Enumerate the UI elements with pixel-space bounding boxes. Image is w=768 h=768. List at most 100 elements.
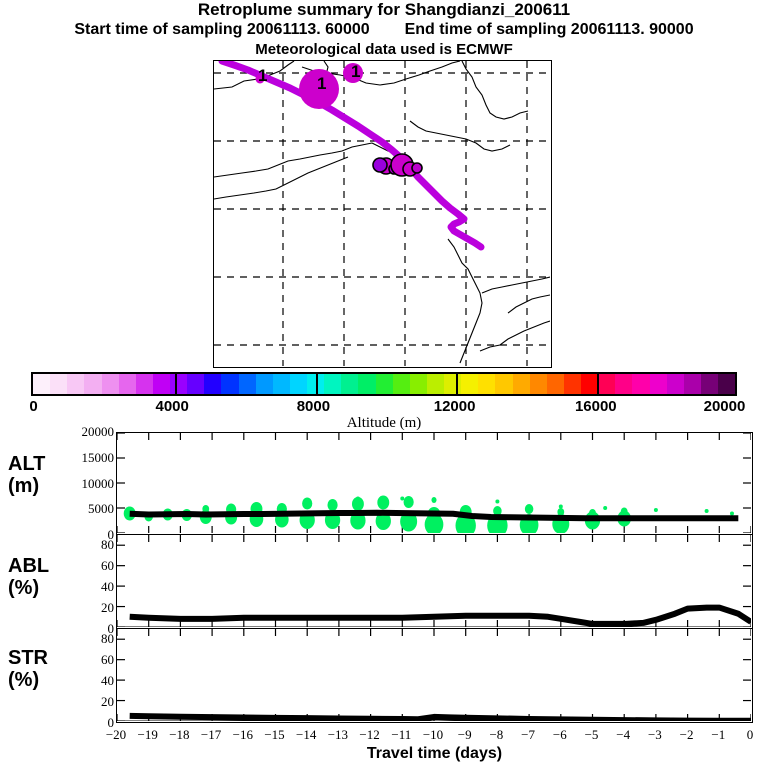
x-axis-tick-label: −12 [359, 727, 380, 742]
colorbar-segment [632, 374, 650, 394]
colorbar-segment [341, 374, 359, 394]
altitude-plot-canvas [117, 433, 751, 533]
str-y-tick-label: 20 [101, 693, 114, 709]
x-axis-tick-label: −13 [327, 727, 349, 742]
colorbar-divider [315, 374, 318, 394]
abl-y-tick-label: 40 [101, 578, 114, 594]
altitude-colorbar[interactable] [31, 372, 737, 396]
colorbar-divider [175, 374, 178, 394]
map-canvas: 1 1 1 [214, 61, 550, 366]
colorbar-segment [221, 374, 239, 394]
colorbar-segment [700, 374, 718, 394]
colorbar-segment [67, 374, 85, 394]
colorbar-tick-label: 8000 [296, 398, 331, 415]
alt-row-label: ALT (m) [8, 453, 45, 497]
colorbar-segment [170, 374, 188, 394]
colorbar-segment [718, 374, 736, 394]
colorbar-tick-label: 12000 [433, 398, 476, 415]
colorbar-segment [152, 374, 170, 394]
map-age-label: 1 [351, 62, 360, 81]
alt-row-label-line2: (m) [8, 475, 40, 497]
colorbar-tick-label: 16000 [574, 398, 617, 415]
abl-row-label-line1: ABL [8, 555, 50, 577]
colorbar-segment [598, 374, 616, 394]
abl-row-label-line2: (%) [8, 577, 40, 599]
x-axis-title: Travel time (days) [366, 745, 503, 762]
page-title: Retroplume summary for Shangdianzi_20061… [197, 0, 571, 19]
alt-y-tick-label: 5000 [88, 501, 114, 517]
x-axis-tick-label: −8 [489, 727, 504, 742]
colorbar-section: 0 4000 8000 12000 16000 20000 Altitude (m) [0, 370, 768, 431]
colorbar-segment [84, 374, 102, 394]
alt-row-label-line1: ALT [8, 453, 46, 475]
abl-plot-canvas [117, 535, 751, 627]
abl-y-tick-label: 80 [101, 536, 114, 552]
colorbar-segment [392, 374, 410, 394]
retroplume-map[interactable]: 1 1 1 [213, 60, 552, 368]
colorbar-segment [461, 374, 479, 394]
end-time-label: End time of sampling 20061113. 90000 [404, 21, 694, 38]
x-axis-tick-label: −18 [169, 727, 190, 742]
x-axis-tick-label: −6 [552, 727, 567, 742]
colorbar-divider [596, 374, 599, 394]
x-axis-tick-label: −16 [232, 727, 253, 742]
alt-y-tick-label: 0 [107, 527, 115, 542]
colorbar-segment [666, 374, 684, 394]
colorbar-segment [307, 374, 325, 394]
x-axis-tick-label: −14 [296, 727, 317, 742]
colorbar-segment [409, 374, 427, 394]
x-axis-tick-label: −3 [647, 727, 662, 742]
x-axis-tick-label: −15 [264, 727, 285, 742]
x-axis-tick-label: −7 [521, 727, 536, 742]
colorbar-segment [135, 374, 153, 394]
x-axis-tick-label: −11 [391, 727, 412, 742]
x-axis-tick-label: −19 [137, 727, 158, 742]
str-y-tick-label: 60 [101, 651, 114, 667]
colorbar-tick-label: 0 [29, 398, 38, 415]
colorbar-segment [426, 374, 444, 394]
str-y-tick-label: 80 [101, 630, 114, 646]
x-axis-tick-label: −4 [616, 727, 631, 742]
alt-y-tick-label: 15000 [81, 449, 115, 465]
colorbar-segment [33, 374, 51, 394]
colorbar-segment [238, 374, 256, 394]
colorbar-segment [255, 374, 273, 394]
str-row-label: STR (%) [8, 647, 48, 691]
colorbar-segment [581, 374, 599, 394]
colorbar-segment [444, 374, 462, 394]
colorbar-segment [272, 374, 290, 394]
start-time-label: Start time of sampling 20061113. 60000 [74, 21, 370, 38]
colorbar-segment [546, 374, 564, 394]
colorbar-segment [358, 374, 376, 394]
x-axis-tick-label: −2 [679, 727, 694, 742]
colorbar-divider [456, 374, 459, 394]
colorbar-segment [50, 374, 68, 394]
alt-y-tick-label: 20000 [81, 424, 115, 439]
timeseries-section: ALT (m) 0 5000 10000 15000 20000 ABL (%) 0 20… [0, 424, 768, 768]
met-data-label: Meteorological data used is ECMWF [255, 41, 513, 58]
colorbar-segment [375, 374, 393, 394]
abl-y-tick-label: 20 [101, 599, 114, 615]
x-axis-tick-label: −9 [457, 727, 472, 742]
colorbar-segment [187, 374, 205, 394]
abl-row-label: ABL (%) [8, 555, 49, 599]
x-axis-tick-label: −10 [422, 727, 444, 742]
x-axis-tick-label: −5 [584, 727, 599, 742]
colorbar-segment [563, 374, 581, 394]
str-panel[interactable] [116, 628, 753, 723]
str-plot-canvas [117, 629, 751, 721]
colorbar-segment [649, 374, 667, 394]
map-age-label: 1 [317, 74, 326, 93]
str-y-tick-label: 40 [101, 672, 114, 688]
colorbar-segment [529, 374, 547, 394]
abl-y-tick-label: 0 [107, 621, 115, 636]
abl-panel[interactable] [116, 534, 753, 629]
title-block: Retroplume summary for Shangdianzi_20061… [0, 0, 768, 59]
altitude-panel[interactable] [116, 432, 753, 535]
colorbar-segment [101, 374, 119, 394]
str-row-label-line2: (%) [8, 669, 40, 691]
colorbar-segment [289, 374, 307, 394]
colorbar-segment [118, 374, 136, 394]
sampling-time-line: Start time of sampling 20061113. 60000 E… [0, 20, 768, 40]
colorbar-segment [324, 374, 342, 394]
